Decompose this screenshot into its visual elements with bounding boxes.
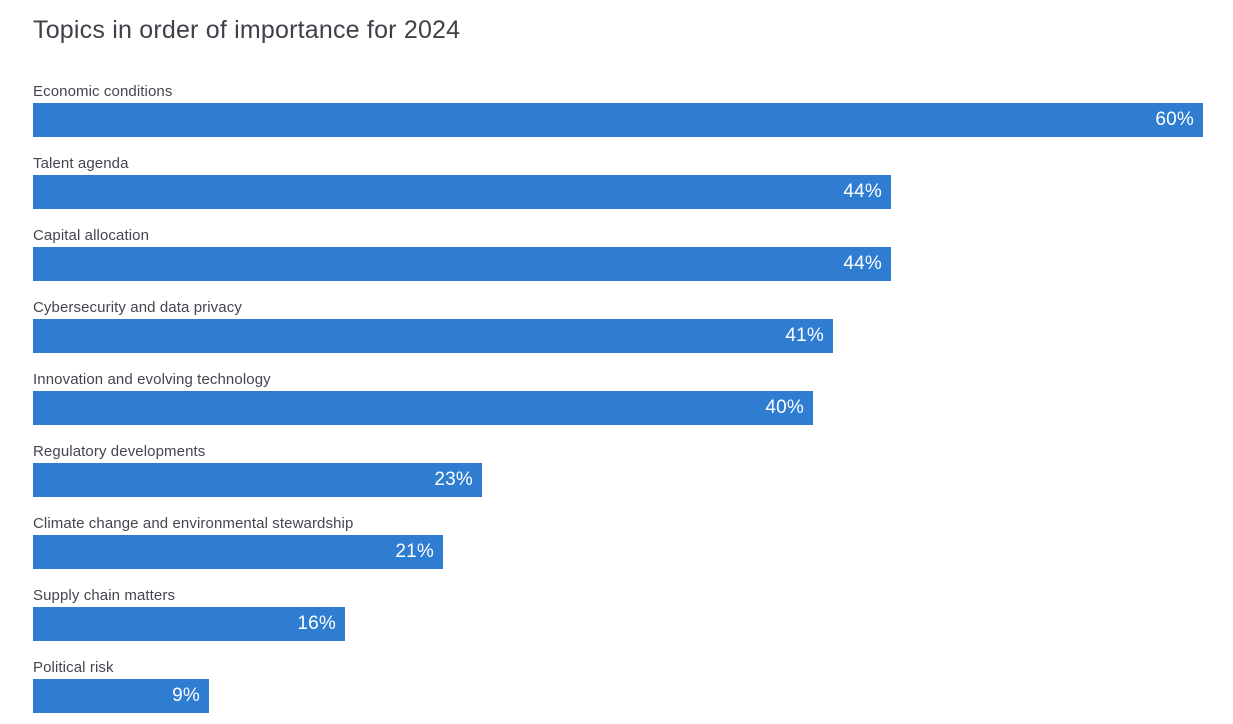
- bar-row: Talent agenda 44%: [33, 154, 1208, 226]
- bar-row: Political risk 9%: [33, 658, 1208, 724]
- bar: 16%: [33, 607, 345, 641]
- bar-value: 60%: [1155, 109, 1194, 130]
- bar: 60%: [33, 103, 1203, 137]
- bar-row: Climate change and environmental steward…: [33, 514, 1208, 586]
- bar: 21%: [33, 535, 443, 569]
- bar-value: 23%: [434, 469, 473, 490]
- bar-value: 21%: [395, 541, 434, 562]
- bar-label: Capital allocation: [33, 227, 150, 244]
- bar-value: 44%: [843, 253, 882, 274]
- bar-label: Political risk: [33, 659, 114, 676]
- bar-row: Regulatory developments 23%: [33, 442, 1208, 514]
- bar-row: Cybersecurity and data privacy 41%: [33, 298, 1208, 370]
- bar: 9%: [33, 679, 209, 713]
- bar-value: 44%: [843, 181, 882, 202]
- bar-label: Supply chain matters: [33, 587, 176, 604]
- bar: 23%: [33, 463, 482, 497]
- bar: 40%: [33, 391, 813, 425]
- bar-value: 40%: [765, 397, 804, 418]
- bar-label: Cybersecurity and data privacy: [33, 299, 242, 316]
- chart-title: Topics in order of importance for 2024: [33, 16, 461, 44]
- bar: 44%: [33, 247, 891, 281]
- bar-label: Innovation and evolving technology: [33, 371, 271, 388]
- bar-label: Regulatory developments: [33, 443, 206, 460]
- bar-row: Economic conditions 60%: [33, 82, 1208, 154]
- bar-label: Climate change and environmental steward…: [33, 515, 354, 532]
- bar-value: 9%: [172, 685, 200, 706]
- bar-row: Supply chain matters 16%: [33, 586, 1208, 658]
- bar: 41%: [33, 319, 833, 353]
- bar-value: 16%: [297, 613, 336, 634]
- bar-row: Innovation and evolving technology 40%: [33, 370, 1208, 442]
- bar-chart: Economic conditions 60% Talent agenda 44% Ca…: [33, 82, 1208, 724]
- bar-label: Talent agenda: [33, 155, 129, 172]
- bar-row: Capital allocation 44%: [33, 226, 1208, 298]
- bar-label: Economic conditions: [33, 83, 173, 100]
- bar-value: 41%: [785, 325, 824, 346]
- bar: 44%: [33, 175, 891, 209]
